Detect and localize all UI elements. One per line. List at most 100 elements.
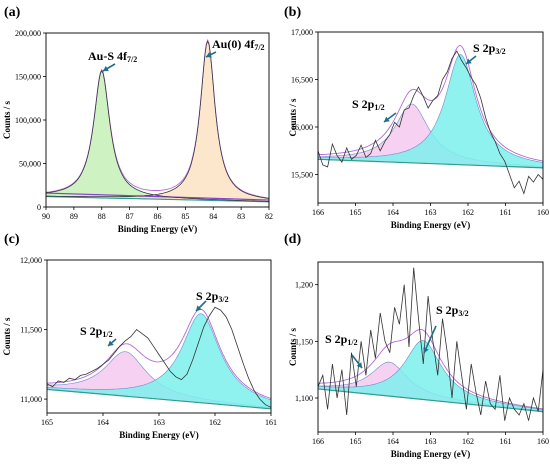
panel-label: (b) bbox=[284, 5, 301, 20]
plot-area bbox=[47, 306, 271, 410]
x-tick-label: 85 bbox=[181, 212, 189, 221]
x-tick-label: 86 bbox=[154, 212, 162, 221]
peak-fill-1 bbox=[46, 70, 269, 203]
peak-annotation: S 2p1/2 bbox=[352, 97, 385, 112]
raw-data-line bbox=[47, 306, 271, 408]
y-tick-label: 100,000 bbox=[15, 116, 41, 125]
y-tick-label: 16,500 bbox=[291, 76, 313, 85]
x-tick-label: 82 bbox=[265, 212, 273, 221]
plot-area bbox=[46, 38, 269, 203]
plot-frame bbox=[317, 31, 544, 204]
x-tick-label: 163 bbox=[425, 208, 437, 217]
y-tick-label: 11,500 bbox=[20, 326, 42, 335]
peak-annotation: Au-S 4f7/2 bbox=[88, 49, 137, 64]
panel-label: (a) bbox=[4, 5, 21, 20]
x-tick-label: 89 bbox=[70, 212, 78, 221]
annotation-arrowhead bbox=[196, 305, 202, 311]
y-axis-label: Counts / s bbox=[2, 100, 12, 139]
envelope-line bbox=[318, 45, 543, 162]
panel-d: 166 165 164 163 162 161 160 1,100 1,150 1,200 Bind… bbox=[284, 232, 549, 459]
plot-area bbox=[318, 45, 543, 195]
annotation-arrowhead bbox=[356, 362, 362, 368]
x-tick-label: 90 bbox=[42, 212, 50, 221]
peak-annotation-name: Au-S 4f bbox=[88, 49, 128, 63]
x-tick-label: 164 bbox=[97, 418, 109, 427]
peak-annotation: Au(0) 4f7/2 bbox=[212, 37, 265, 52]
x-tick-label: 88 bbox=[98, 212, 106, 221]
annotation-arrowhead bbox=[108, 340, 114, 346]
x-tick-label: 166 bbox=[312, 208, 324, 217]
annotation-arrowhead bbox=[206, 52, 212, 58]
y-tick-label: 1,200 bbox=[295, 281, 313, 290]
y-tick-label: 17,000 bbox=[291, 28, 313, 37]
y-tick-label: 11,000 bbox=[20, 395, 42, 404]
background-line bbox=[46, 195, 269, 203]
peak-annotation-subscript: 3/2 bbox=[218, 295, 228, 304]
peak-annotation-subscript: 7/2 bbox=[127, 55, 137, 64]
annotation-arrowhead bbox=[103, 65, 109, 72]
panel-label: (c) bbox=[4, 232, 20, 247]
x-tick-label: 162 bbox=[209, 418, 221, 427]
x-tick-label: 165 bbox=[350, 208, 362, 217]
x-tick-label: 160 bbox=[537, 437, 549, 446]
envelope-line bbox=[46, 38, 269, 199]
raw-peak-line-1 bbox=[46, 70, 269, 202]
x-tick-label: 166 bbox=[312, 437, 324, 446]
y-tick-label: 0 bbox=[37, 203, 41, 212]
x-tick-label: 163 bbox=[153, 418, 165, 427]
y-tick-label: 1,100 bbox=[295, 394, 313, 403]
x-tick-label: 162 bbox=[462, 208, 474, 217]
raw-data-line bbox=[318, 267, 543, 421]
peak-annotation-name: S 2p bbox=[325, 332, 348, 346]
x-tick-label: 161 bbox=[500, 208, 512, 217]
x-tick-label: 161 bbox=[265, 418, 277, 427]
peak-annotation: S 2p1/2 bbox=[80, 324, 113, 339]
x-axis-label: Binding Energy (eV) bbox=[119, 430, 199, 440]
peak-annotation-subscript: 1/2 bbox=[347, 338, 357, 347]
peak-annotation: S 2p1/2 bbox=[325, 332, 358, 347]
plot-area bbox=[318, 267, 543, 421]
x-tick-label: 161 bbox=[500, 437, 512, 446]
annotation-arrowhead bbox=[384, 116, 390, 122]
x-tick-label: 84 bbox=[209, 212, 217, 221]
peak-annotation-name: S 2p bbox=[196, 289, 219, 303]
y-tick-label: 1,150 bbox=[295, 337, 313, 346]
x-tick-label: 165 bbox=[41, 418, 53, 427]
x-axis-label: Binding Energy (eV) bbox=[118, 224, 198, 234]
y-axis-label: Counts / s bbox=[288, 327, 298, 366]
peak-annotation-name: S 2p bbox=[473, 41, 496, 55]
peak-annotation-subscript: 1/2 bbox=[102, 330, 112, 339]
y-tick-label: 200,000 bbox=[15, 29, 41, 38]
peak-annotation-name: S 2p bbox=[436, 303, 459, 317]
peak-annotation: S 2p3/2 bbox=[436, 303, 469, 318]
x-axis-label: Binding Energy (eV) bbox=[391, 220, 471, 230]
peak-annotation-subscript: 7/2 bbox=[254, 43, 264, 52]
x-tick-label: 165 bbox=[350, 437, 362, 446]
peak-annotation-subscript: 3/2 bbox=[495, 47, 505, 56]
x-axis-label: Binding Energy (eV) bbox=[391, 449, 471, 459]
raw-peak-line-2 bbox=[46, 40, 269, 199]
background-line bbox=[47, 388, 271, 410]
peak-annotation-name: S 2p bbox=[352, 97, 375, 111]
y-axis-label: Counts / s bbox=[2, 317, 12, 356]
baseline-line bbox=[46, 192, 269, 201]
annotation-arrowhead bbox=[466, 58, 472, 64]
y-axis-label: Counts / s bbox=[288, 98, 298, 137]
x-tick-label: 87 bbox=[126, 212, 134, 221]
x-tick-label: 162 bbox=[462, 437, 474, 446]
background-line bbox=[318, 388, 543, 413]
peak-annotation-subscript: 3/2 bbox=[458, 309, 468, 318]
y-tick-label: 16,000 bbox=[291, 123, 313, 132]
x-tick-label: 164 bbox=[387, 437, 399, 446]
peak-annotation: S 2p3/2 bbox=[473, 41, 506, 56]
peak-annotation-subscript: 1/2 bbox=[374, 103, 384, 112]
panel-a: 90 89 88 87 86 85 84 83 82 0 50,000 100,000 150,000 2… bbox=[2, 5, 273, 234]
y-tick-label: 150,000 bbox=[15, 73, 41, 82]
y-tick-label: 15,500 bbox=[291, 171, 313, 180]
peak-annotation-name: S 2p bbox=[80, 324, 103, 338]
peak-annotation-name: Au(0) 4f bbox=[212, 37, 255, 51]
peak-annotation: S 2p3/2 bbox=[196, 289, 229, 304]
panel-b: 166 165 164 163 162 161 160 15,500 16,000 16,500 1… bbox=[284, 5, 549, 230]
y-tick-label: 12,000 bbox=[20, 256, 42, 265]
